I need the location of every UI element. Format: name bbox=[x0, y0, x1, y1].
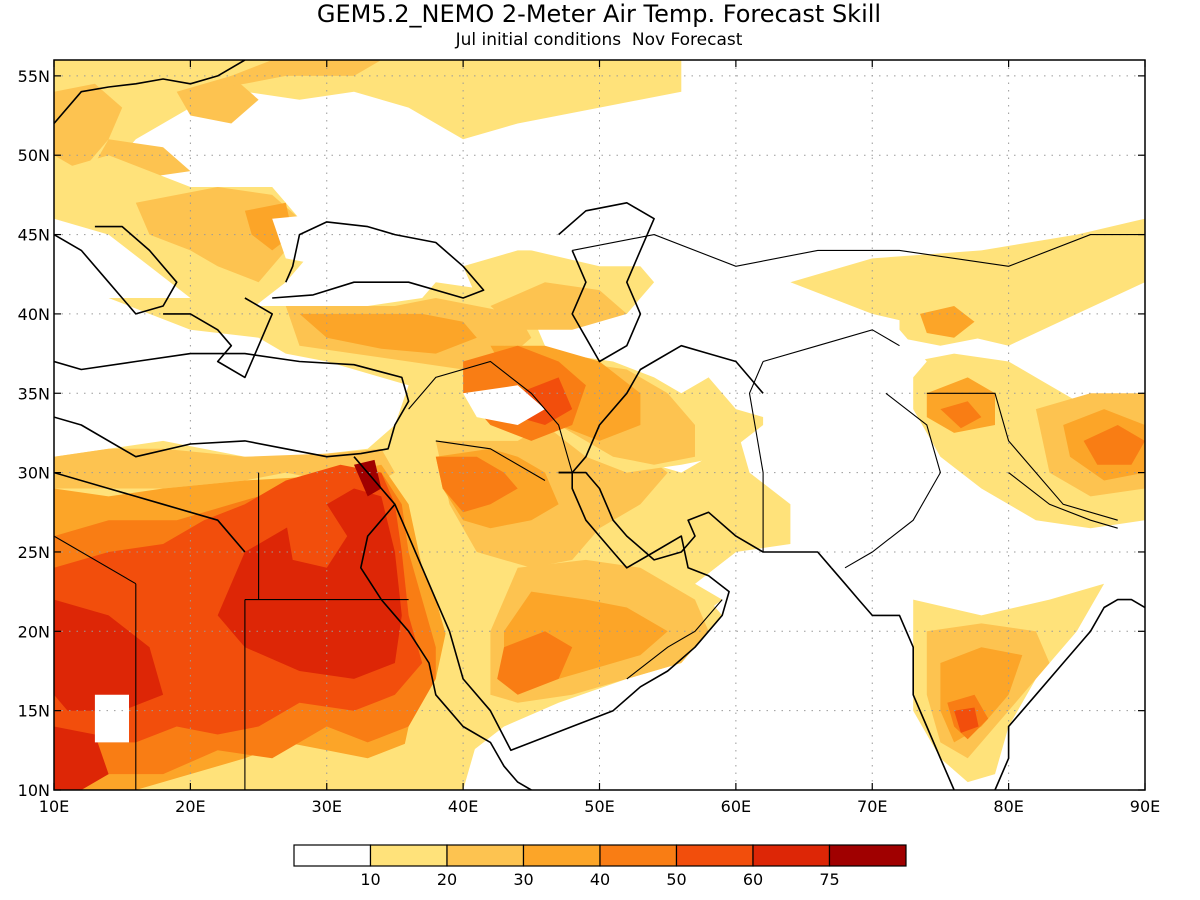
colorbar-swatch bbox=[446, 844, 525, 867]
country-border-13 bbox=[1008, 472, 1118, 529]
map-axes: 10E 20E 30E 40E 50E 60E 70E 80E 90E 10N 15N 20N 25N 3… bbox=[18, 60, 1160, 816]
skill-region-19 bbox=[354, 459, 382, 497]
coastline-2 bbox=[558, 202, 655, 363]
skill-region-41 bbox=[1083, 425, 1145, 465]
coastline-1 bbox=[272, 221, 485, 299]
skill-region-37 bbox=[920, 306, 975, 338]
coastline-4 bbox=[163, 297, 274, 379]
skill-region-20 bbox=[94, 694, 129, 743]
coastline-11 bbox=[54, 471, 246, 553]
lon-tick-label: 80E bbox=[993, 797, 1023, 816]
coastline-8 bbox=[571, 344, 764, 474]
skill-region-48 bbox=[954, 707, 979, 733]
lat-tick-label: 45N bbox=[18, 226, 50, 245]
figure-title: GEM5.2_NEMO 2-Meter Air Temp. Forecast S… bbox=[317, 0, 881, 28]
lon-tick-label: 60E bbox=[721, 797, 751, 816]
skill-region-53 bbox=[790, 472, 955, 568]
coastlines-layer bbox=[54, 60, 1145, 790]
lat-tick-label: 50N bbox=[18, 146, 50, 165]
skill-region-43 bbox=[940, 401, 982, 429]
colorbar-label: 30 bbox=[513, 870, 533, 889]
colorbar-swatch bbox=[522, 844, 601, 867]
skill-region-49 bbox=[272, 115, 764, 267]
colorbar-swatch bbox=[828, 844, 907, 867]
colorbar: 10 20 30 40 50 60 75 bbox=[293, 844, 907, 889]
colorbar-label: 75 bbox=[819, 870, 839, 889]
colorbar-label: 50 bbox=[666, 870, 686, 889]
lat-tick-label: 30N bbox=[18, 464, 50, 483]
skill-region-50 bbox=[763, 107, 873, 156]
skill-region-11 bbox=[54, 448, 395, 489]
lat-tick-label: 15N bbox=[18, 702, 50, 721]
lat-tick-label: 35N bbox=[18, 384, 50, 403]
country-border-12 bbox=[926, 392, 1118, 521]
country-borders-layer bbox=[54, 234, 1145, 790]
country-border-9 bbox=[844, 392, 941, 569]
country-border-5 bbox=[408, 360, 573, 473]
lat-tick-label: 25N bbox=[18, 543, 50, 562]
coastline-10 bbox=[54, 60, 246, 125]
lat-lon-gridlines bbox=[54, 60, 1145, 790]
lon-tick-label: 40E bbox=[448, 797, 478, 816]
colorbar-swatch bbox=[752, 844, 831, 867]
lat-tick-label: 10N bbox=[18, 781, 50, 800]
skill-region-52 bbox=[708, 313, 927, 425]
colorbar-swatch bbox=[599, 844, 678, 867]
skill-region-15 bbox=[217, 488, 402, 679]
skill-region-54 bbox=[463, 385, 545, 425]
lon-tick-label: 50E bbox=[584, 797, 614, 816]
skill-region-27 bbox=[497, 631, 573, 695]
lon-tick-label: 30E bbox=[312, 797, 342, 816]
map-frame bbox=[53, 59, 1146, 791]
country-border-10 bbox=[572, 234, 1145, 267]
coastline-5 bbox=[353, 456, 730, 752]
lon-tick-label: 20E bbox=[175, 797, 205, 816]
skill-region-51 bbox=[790, 107, 1145, 235]
coastline-6 bbox=[359, 503, 532, 790]
lon-tick-label: 10E bbox=[39, 797, 69, 816]
colorbar-label: 40 bbox=[590, 870, 610, 889]
country-border-11 bbox=[626, 599, 723, 680]
coastline-9 bbox=[830, 567, 1145, 790]
lat-tick-label: 40N bbox=[18, 305, 50, 324]
skill-region-2 bbox=[176, 75, 259, 124]
skill-region-29 bbox=[490, 282, 627, 330]
country-border-3 bbox=[54, 535, 137, 585]
skill-region-10 bbox=[299, 313, 477, 354]
coastline-7 bbox=[558, 471, 832, 569]
country-border-8 bbox=[762, 329, 900, 363]
lon-tick-label: 70E bbox=[857, 797, 887, 816]
colorbar-swatch bbox=[293, 844, 372, 867]
lat-tick-label: 55N bbox=[18, 67, 50, 86]
colorbar-label: 20 bbox=[437, 870, 457, 889]
lon-tick-label: 90E bbox=[1130, 797, 1160, 816]
lat-tick-label: 20N bbox=[18, 622, 50, 641]
figure-subtitle: Jul initial conditions Nov Forecast bbox=[455, 30, 743, 50]
coastline-3 bbox=[54, 225, 178, 315]
country-border-7 bbox=[748, 361, 764, 552]
skill-region-24 bbox=[435, 456, 518, 513]
skill-region-4 bbox=[190, 60, 382, 92]
colorbar-swatch bbox=[675, 844, 754, 867]
colorbar-label: 10 bbox=[360, 870, 380, 889]
colorbar-swatch bbox=[369, 844, 448, 867]
country-border-6 bbox=[435, 440, 546, 481]
colorbar-label: 60 bbox=[743, 870, 763, 889]
skill-region-1 bbox=[54, 83, 123, 172]
coastline-0 bbox=[54, 352, 410, 458]
